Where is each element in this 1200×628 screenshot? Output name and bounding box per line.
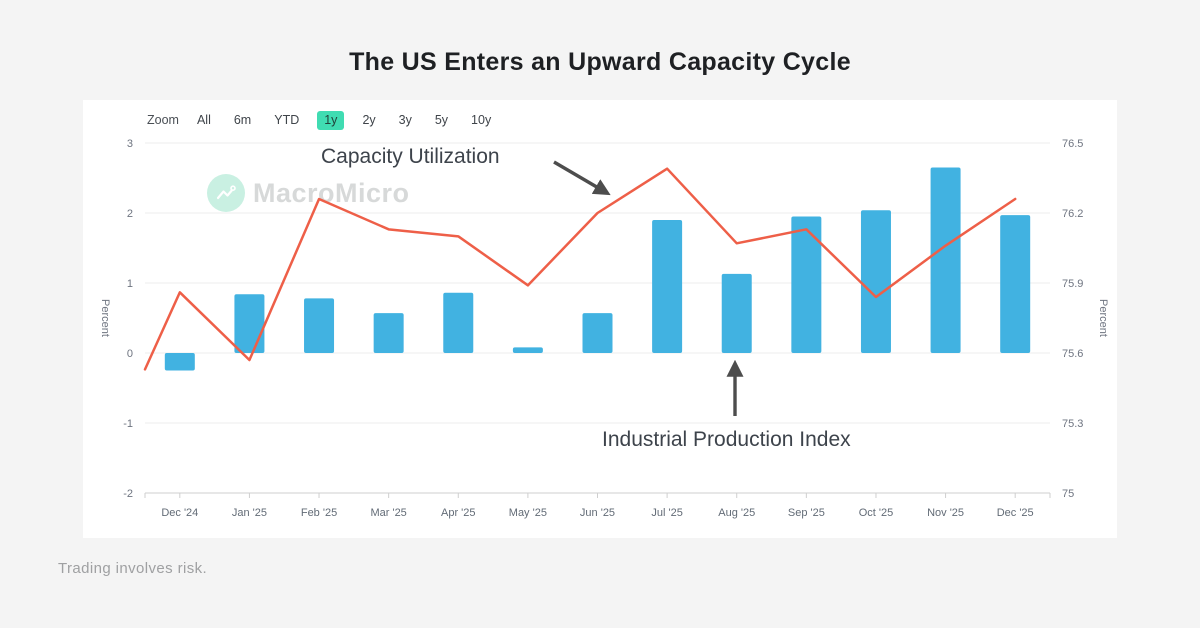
right-axis-tick-label: 75.6: [1062, 348, 1083, 360]
x-axis-label-jun-25: Jun '25: [580, 507, 615, 519]
macromicro-brand-text: MacroMicro: [253, 177, 410, 208]
page-title: The US Enters an Upward Capacity Cycle: [349, 48, 851, 76]
bar-jan-25[interactable]: [234, 294, 265, 353]
x-axis-label-oct-25: Oct '25: [859, 507, 894, 519]
bar-nov-25[interactable]: [930, 167, 961, 354]
left-axis-tick-label: 3: [127, 138, 133, 150]
left-axis-tick-label: 2: [127, 208, 133, 220]
x-axis-label-nov-25: Nov '25: [927, 507, 964, 519]
left-axis-tick-label: -1: [123, 418, 133, 430]
bar-dec-25[interactable]: [1000, 215, 1031, 353]
chart-zoom-toolbar: Zoom All 6m YTD 1y 2y 3y 5y 10y: [147, 111, 496, 130]
zoom-range-button-10y[interactable]: 10y: [466, 111, 496, 130]
bar-mar-25[interactable]: [373, 313, 404, 353]
bar-sep-25[interactable]: [791, 216, 822, 354]
x-axis-label-feb-25: Feb '25: [301, 507, 337, 519]
bar-may-25[interactable]: [512, 347, 543, 353]
bar-apr-25[interactable]: [443, 292, 474, 353]
zoom-range-button-ytd[interactable]: YTD: [269, 111, 304, 130]
x-axis-label-apr-25: Apr '25: [441, 507, 476, 519]
x-axis-label-dec-24: Dec '24: [161, 507, 198, 519]
right-axis-tick-label: 76.5: [1062, 138, 1083, 150]
right-axis-tick-label: 76.2: [1062, 208, 1083, 220]
bar-aug-25[interactable]: [721, 273, 752, 353]
capacity-utilization-line[interactable]: [143, 167, 1017, 371]
right-axis-title: Percent: [1097, 299, 1109, 337]
x-axis-label-may-25: May '25: [509, 507, 547, 519]
annotation-industrial-production-index: Industrial Production Index: [602, 428, 851, 451]
bar-jul-25[interactable]: [652, 220, 683, 353]
bar-jun-25[interactable]: [582, 313, 613, 353]
right-axis-tick-label: 75.3: [1062, 418, 1083, 430]
x-axis-label-mar-25: Mar '25: [370, 507, 406, 519]
x-axis-label-sep-25: Sep '25: [788, 507, 825, 519]
zoom-range-button-2y[interactable]: 2y: [357, 111, 380, 130]
bar-dec-24[interactable]: [164, 353, 195, 371]
x-axis-label-dec-25: Dec '25: [997, 507, 1034, 519]
bar-feb-25[interactable]: [304, 298, 335, 353]
zoom-range-button-6m[interactable]: 6m: [229, 111, 256, 130]
risk-disclaimer: Trading involves risk.: [58, 560, 208, 577]
zoom-range-button-1y[interactable]: 1y: [317, 111, 345, 130]
x-axis-label-aug-25: Aug '25: [718, 507, 755, 519]
x-axis-label-jul-25: Jul '25: [651, 507, 682, 519]
annotation-capacity-utilization: Capacity Utilization: [321, 145, 500, 168]
left-axis-tick-label: -2: [123, 488, 133, 500]
zoom-label: Zoom: [147, 113, 179, 128]
left-axis-tick-label: 0: [127, 348, 133, 360]
right-axis-tick-label: 75: [1062, 488, 1074, 500]
left-axis-title: Percent: [99, 299, 111, 337]
zoom-range-button-all[interactable]: All: [192, 111, 216, 130]
macromicro-logo-icon: [207, 174, 245, 212]
bar-oct-25[interactable]: [860, 210, 891, 353]
x-axis-label-jan-25: Jan '25: [232, 507, 267, 519]
chart-plot: 3 2 1 0 -1 -2 76.5 76.2 75.9 75.6 75.3 75 Dec '24 Jan…: [123, 138, 1083, 519]
zoom-range-button-5y[interactable]: 5y: [430, 111, 453, 130]
macromicro-watermark: MacroMicro: [207, 174, 410, 212]
right-axis-tick-label: 75.9: [1062, 278, 1083, 290]
zoom-range-button-3y[interactable]: 3y: [394, 111, 417, 130]
chart-card: Zoom All 6m YTD 1y 2y 3y 5y 10y MacroMic…: [83, 100, 1117, 538]
left-axis-tick-label: 1: [127, 278, 133, 290]
